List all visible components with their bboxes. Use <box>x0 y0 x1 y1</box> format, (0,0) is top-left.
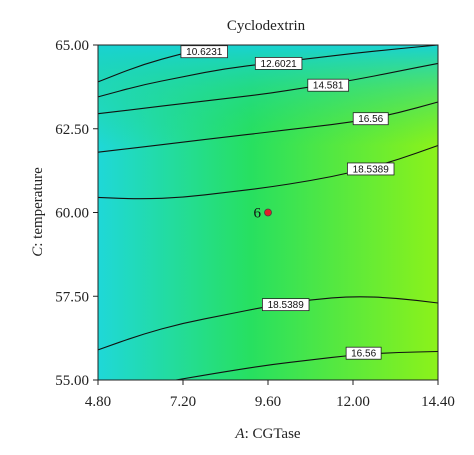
y-tick-label: 57.50 <box>55 289 89 305</box>
y-axis-name: : temperature <box>30 167 46 247</box>
contour-label-text: 12.6021 <box>261 59 298 70</box>
contour-label: 10.6231 <box>180 45 228 59</box>
contour-label-box <box>254 57 303 70</box>
contour-label: 18.5389 <box>347 162 395 176</box>
x-tick-label: 14.40 <box>421 394 455 410</box>
x-axis-var: A <box>234 426 245 442</box>
y-tick-label: 65.00 <box>55 38 89 54</box>
x-axis-label: A: CGTase <box>234 426 301 442</box>
contour-label-box <box>307 78 350 92</box>
y-tick-label: 62.50 <box>55 122 89 138</box>
y-tick-label: 55.00 <box>55 373 89 389</box>
y-axis-label: C: temperature <box>30 167 46 257</box>
contour-label-box <box>180 45 228 59</box>
x-tick-label: 7.20 <box>170 394 196 410</box>
contour-label-box <box>352 112 389 126</box>
contour-label-text: 18.5389 <box>353 164 390 175</box>
contour-label-box <box>345 346 382 360</box>
y-tick-label: 60.00 <box>55 206 89 222</box>
center-point-label: 6 <box>254 206 262 222</box>
contour-labels: 10.6231 12.6021 14.581 16.56 18.5389 18.5389 1… <box>180 45 395 360</box>
contour-label-text: 16.56 <box>358 114 383 125</box>
contour-line <box>97 62 439 115</box>
chart-title: Cyclodextrin <box>227 18 306 34</box>
contour-label-text: 16.56 <box>351 349 376 360</box>
center-point: 6 <box>254 206 272 222</box>
contour-label-text: 18.5389 <box>268 300 305 311</box>
contour-label: 14.581 <box>307 78 350 92</box>
contour-label: 16.56 <box>352 112 389 126</box>
y-axis-ticks: 55.00 57.50 60.00 62.50 65.00 <box>55 38 98 389</box>
x-tick-label: 9.60 <box>255 394 281 410</box>
center-point-marker <box>264 208 272 217</box>
x-axis-ticks: 4.80 7.20 9.60 12.00 14.40 <box>85 380 455 410</box>
plot-area: 10.6231 12.6021 14.581 16.56 18.5389 18.5389 1… <box>97 44 439 381</box>
contour-label-text: 14.581 <box>313 81 344 92</box>
contour-label-box <box>347 162 395 176</box>
contour-label-box <box>262 298 310 312</box>
contour-label: 16.56 <box>345 346 382 360</box>
contour-label: 12.6021 <box>254 57 303 70</box>
contour-label-text: 10.6231 <box>186 47 223 58</box>
x-tick-label: 4.80 <box>85 394 111 410</box>
x-axis-name: : CGTase <box>245 426 301 442</box>
x-tick-label: 12.00 <box>336 394 370 410</box>
contour-label: 18.5389 <box>262 298 310 312</box>
y-axis-var: C <box>30 246 46 257</box>
